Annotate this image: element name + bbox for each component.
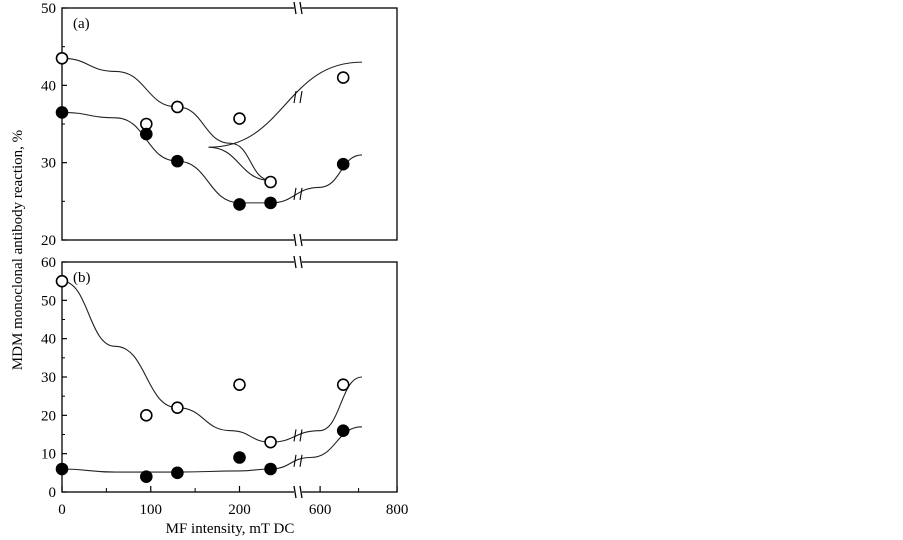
axis-break-mark <box>299 233 303 247</box>
curve-break-mark <box>293 454 297 467</box>
y-tick-label: 40 <box>41 78 56 94</box>
filled-data-point <box>336 157 350 171</box>
open-data-point <box>336 71 350 84</box>
panel-label: (a) <box>73 16 90 32</box>
open-data-point <box>233 378 246 391</box>
axis-break-gap <box>294 2 302 14</box>
panel-a: 20 30 40 50 (a) <box>41 1 398 249</box>
y-tick-label: 10 <box>41 447 56 463</box>
open-data-point <box>264 175 277 189</box>
open-data-point <box>55 274 69 288</box>
y-tick-label: 50 <box>41 1 56 17</box>
filled-data-point <box>264 462 277 476</box>
axis-break-mark <box>299 1 303 15</box>
y-axis-label: MDM monoclonal antibody reaction, % <box>10 130 26 370</box>
filled-data-point <box>55 106 69 119</box>
open-data-point <box>233 112 246 125</box>
panel-b: 0 10 20 30 40 50 60 (b) <box>41 255 398 501</box>
open-data-point <box>140 409 153 422</box>
fit-curve <box>61 111 363 204</box>
curve-break-mark <box>299 187 303 200</box>
axis-break-gap <box>294 486 302 498</box>
x-axis-ticks: 0 100 200 600 800 <box>58 486 408 518</box>
filled-data-point <box>140 470 153 483</box>
axis-break-mark <box>299 485 303 499</box>
axis-break-mark <box>293 1 297 15</box>
x-tick-label: 800 <box>386 502 409 518</box>
x-tick-label: 0 <box>58 502 66 518</box>
panel-label: (b) <box>73 270 91 286</box>
filled-data-point <box>233 451 246 464</box>
open-data-point <box>171 100 184 114</box>
curve-break-mark <box>299 454 303 467</box>
open-data-point <box>264 435 277 449</box>
curve-break-mark <box>299 429 303 442</box>
filled-data-point <box>233 198 246 211</box>
filled-data-point <box>336 424 350 437</box>
curve-break-mark <box>293 429 297 442</box>
plot-frame <box>61 261 398 493</box>
y-tick-label: 20 <box>41 408 56 424</box>
y-tick-label: 30 <box>41 156 56 172</box>
x-tick-label: 100 <box>140 502 163 518</box>
curve-break-mark <box>293 90 297 104</box>
y-tick-label: 0 <box>49 485 57 501</box>
open-data-point <box>55 51 69 65</box>
fit-curve <box>61 426 363 473</box>
filled-data-point <box>55 462 69 476</box>
filled-data-point <box>171 466 184 480</box>
x-tick-label: 200 <box>228 502 251 518</box>
open-data-point <box>336 378 350 391</box>
axis-break-mark <box>299 255 303 269</box>
plot-frame <box>61 7 398 241</box>
y-tick-label: 50 <box>41 293 56 309</box>
axis-break-mark <box>293 255 297 269</box>
filled-data-point <box>140 127 153 141</box>
y-tick-label: 60 <box>41 255 56 271</box>
axis-break-gap <box>294 234 302 246</box>
x-tick-label: 600 <box>309 502 332 518</box>
axis-break-mark <box>293 233 297 247</box>
fit-curve <box>61 280 363 443</box>
filled-data-point <box>171 154 184 168</box>
fit-curve <box>61 57 363 182</box>
curve-break-mark <box>293 187 297 200</box>
y-tick-label: 30 <box>41 370 56 386</box>
filled-data-point <box>264 196 277 210</box>
axis-break-mark <box>293 485 297 499</box>
x-axis-label: MF intensity, mT DC <box>166 521 295 537</box>
y-tick-label: 20 <box>41 233 56 249</box>
open-data-point <box>171 401 184 414</box>
y-tick-label: 40 <box>41 332 56 348</box>
axis-break-gap <box>294 256 302 268</box>
curve-break-mark <box>299 90 303 104</box>
